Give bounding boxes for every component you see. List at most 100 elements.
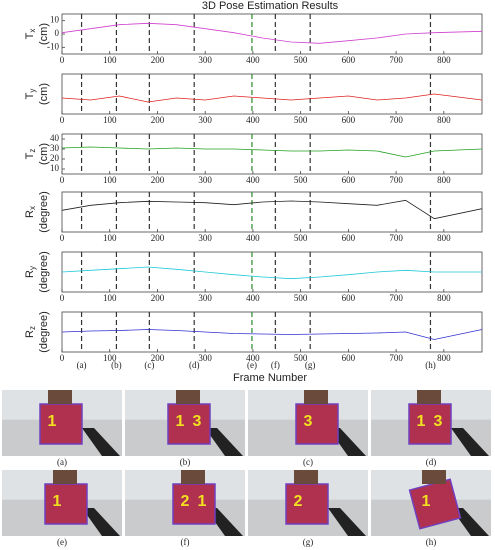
x-tick-label: 300	[198, 115, 212, 125]
data-line	[61, 199, 483, 220]
y-tick-label: 20	[50, 153, 60, 163]
event-label: (b)	[111, 360, 122, 370]
x-tick-label: 700	[389, 293, 403, 303]
y-tick-label: 10	[50, 163, 60, 173]
x-tick-label: 200	[151, 115, 165, 125]
chart-title: 3D Pose Estimation Results	[202, 0, 339, 12]
x-tick-label: 400	[246, 353, 260, 363]
x-tick-label: 800	[437, 115, 451, 125]
y-label-symbol: T	[24, 92, 36, 99]
y-label-subscript: x	[28, 29, 37, 33]
x-tick-label: 100	[103, 175, 117, 185]
x-tick-label: 200	[151, 293, 165, 303]
cube	[295, 403, 339, 445]
y-label-subscript: z	[28, 326, 37, 330]
panel-caption: (d)	[426, 457, 437, 467]
hand	[53, 470, 77, 484]
x-tick-label: 400	[246, 115, 260, 125]
cube-label: 2	[181, 493, 190, 510]
event-label: (a)	[77, 360, 87, 370]
photo-tape	[82, 508, 120, 536]
cube	[167, 403, 211, 445]
cube	[44, 483, 88, 525]
x-tick-label: 600	[342, 233, 356, 243]
y-axis-label: Tz(cm)	[24, 143, 50, 165]
x-axis-label: Frame Number	[233, 372, 307, 384]
photo-tape	[451, 428, 489, 456]
x-tick-label: 300	[198, 293, 212, 303]
x-tick-label: 600	[342, 293, 356, 303]
event-label: (c)	[144, 360, 154, 370]
cube-label: 1	[48, 413, 57, 430]
data-line	[61, 146, 483, 158]
x-tick-label: 600	[342, 353, 356, 363]
panel-caption: (b)	[180, 457, 191, 467]
event-label: (h)	[425, 360, 436, 370]
event-label: (d)	[189, 360, 200, 370]
cube	[172, 483, 216, 525]
y-label-subscript: y	[28, 266, 37, 270]
cube-label: 2	[294, 493, 303, 510]
hand	[417, 390, 441, 404]
cube	[408, 403, 452, 445]
x-tick-label: 200	[151, 353, 165, 363]
x-tick-label: 100	[103, 115, 117, 125]
photo-tape	[451, 508, 489, 536]
x-tick-label: 400	[246, 55, 260, 65]
x-tick-label: 500	[294, 353, 308, 363]
y-axis-label: Ry(degree)	[24, 251, 50, 293]
y-axis-label: Ty(cm)	[24, 83, 50, 105]
x-tick-label: 400	[246, 175, 260, 185]
x-tick-label: 0	[60, 293, 65, 303]
hand	[422, 470, 446, 484]
cube-label: 1	[198, 493, 207, 510]
x-tick-label: 800	[437, 55, 451, 65]
y-label-unit: (cm)	[38, 23, 50, 45]
hand	[176, 390, 200, 404]
y-label-symbol: R	[24, 270, 36, 278]
cube-label: 1	[176, 413, 185, 430]
photo-tape	[205, 428, 243, 456]
panel-caption: (e)	[57, 537, 67, 547]
x-tick-label: 300	[198, 233, 212, 243]
x-tick-label: 700	[389, 175, 403, 185]
y-label-unit: (cm)	[38, 83, 50, 105]
plot-frame	[61, 13, 483, 55]
x-tick-label: 600	[342, 175, 356, 185]
data-line	[61, 329, 483, 340]
cube	[408, 478, 462, 530]
plot-frame	[61, 73, 483, 115]
x-tick-label: 800	[437, 293, 451, 303]
x-tick-label: 600	[342, 55, 356, 65]
event-label: (f)	[271, 360, 280, 370]
x-tick-label: 0	[60, 55, 65, 65]
y-tick-label: 0	[55, 28, 60, 38]
x-tick-label: 100	[103, 293, 117, 303]
event-label: (g)	[305, 360, 316, 370]
plot-frame	[61, 311, 483, 353]
event-label: (e)	[247, 360, 257, 370]
panel-caption: (a)	[57, 457, 67, 467]
x-tick-label: 700	[389, 353, 403, 363]
y-label-subscript: y	[28, 89, 37, 93]
y-axis-label: Rx(degree)	[24, 191, 50, 233]
y-tick-label: 30	[50, 143, 60, 153]
cube-label: 1	[422, 493, 431, 510]
y-label-subscript: x	[28, 206, 37, 210]
x-tick-label: 500	[294, 293, 308, 303]
x-tick-label: 0	[60, 115, 65, 125]
y-label-unit: (degree)	[38, 191, 50, 233]
hand	[48, 390, 72, 404]
x-tick-label: 200	[151, 233, 165, 243]
y-tick-label: 40	[50, 133, 60, 143]
panel-caption: (g)	[303, 537, 314, 547]
x-tick-label: 0	[60, 353, 65, 363]
x-tick-label: 300	[198, 175, 212, 185]
y-axis-label: Rz(degree)	[24, 311, 50, 353]
cube	[39, 403, 83, 445]
x-tick-label: 300	[198, 353, 212, 363]
cube	[285, 483, 329, 525]
panel-caption: (h)	[426, 537, 437, 547]
data-line	[61, 266, 482, 280]
